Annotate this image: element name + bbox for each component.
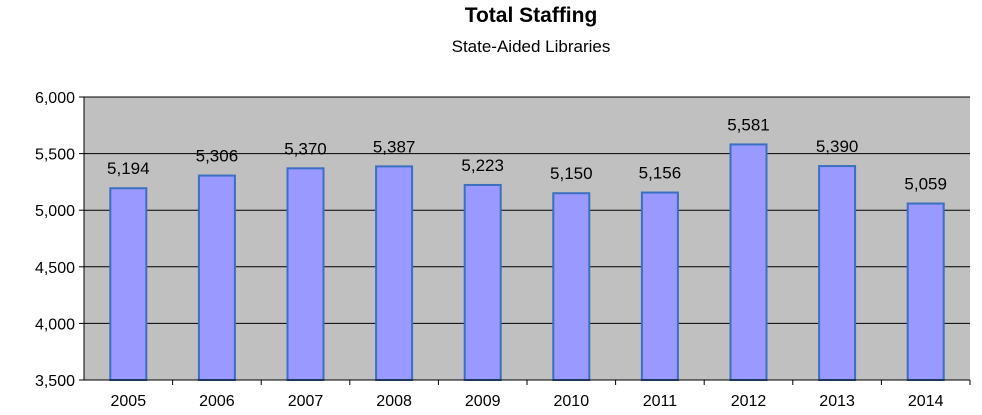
bar-2010 xyxy=(552,192,591,381)
bar-2011 xyxy=(640,191,679,381)
x-tick-label: 2010 xyxy=(554,393,590,410)
data-label: 5,223 xyxy=(461,156,504,175)
bar-2008 xyxy=(375,165,414,381)
data-label: 5,370 xyxy=(284,139,327,158)
x-tick-label: 2007 xyxy=(288,393,324,410)
data-labels: 5,194 5,306 5,370 5,387 5,223 5,150 5,156 5,581… xyxy=(107,115,947,193)
data-label: 5,581 xyxy=(727,115,770,134)
y-tick-label: 6,000 xyxy=(35,90,75,107)
data-label: 5,387 xyxy=(373,137,416,156)
data-label: 5,194 xyxy=(107,159,150,178)
x-tick-label: 2011 xyxy=(643,393,678,410)
data-label: 5,150 xyxy=(550,164,593,183)
data-label: 5,059 xyxy=(904,175,947,194)
bar-2014 xyxy=(906,202,945,381)
bar-2013 xyxy=(818,165,857,381)
x-tick-label: 2012 xyxy=(731,393,767,410)
x-tick-label: 2014 xyxy=(908,393,944,410)
y-tick-label: 4,000 xyxy=(35,316,75,333)
y-axis-ticks: 3,500 4,000 4,500 5,000 5,500 6,000 xyxy=(35,90,84,390)
bar-2009 xyxy=(463,183,502,381)
x-tick-label: 2005 xyxy=(111,393,147,410)
x-tick-label: 2008 xyxy=(376,393,412,410)
x-tick-label: 2013 xyxy=(819,393,855,410)
y-tick-label: 4,500 xyxy=(35,260,75,277)
bar-2007 xyxy=(286,167,325,381)
bar-2005 xyxy=(109,187,148,381)
bars xyxy=(109,143,945,381)
chart-title: Total Staffing xyxy=(464,4,598,27)
y-tick-label: 3,500 xyxy=(35,373,75,390)
bar-2012 xyxy=(729,143,768,381)
data-label: 5,156 xyxy=(639,164,682,183)
x-tick-label: 2006 xyxy=(199,393,235,410)
y-tick-label: 5,500 xyxy=(35,147,75,164)
data-label: 5,306 xyxy=(196,147,239,166)
y-tick-label: 5,000 xyxy=(35,203,75,220)
x-tick-label: 2009 xyxy=(465,393,501,410)
chart-subtitle: State-Aided Libraries xyxy=(451,37,611,56)
data-label: 5,390 xyxy=(816,137,859,156)
x-axis-ticks: 2005 2006 2007 2008 2009 2010 2011 2012 2013 2014 xyxy=(111,380,971,410)
bar-2006 xyxy=(197,174,236,381)
